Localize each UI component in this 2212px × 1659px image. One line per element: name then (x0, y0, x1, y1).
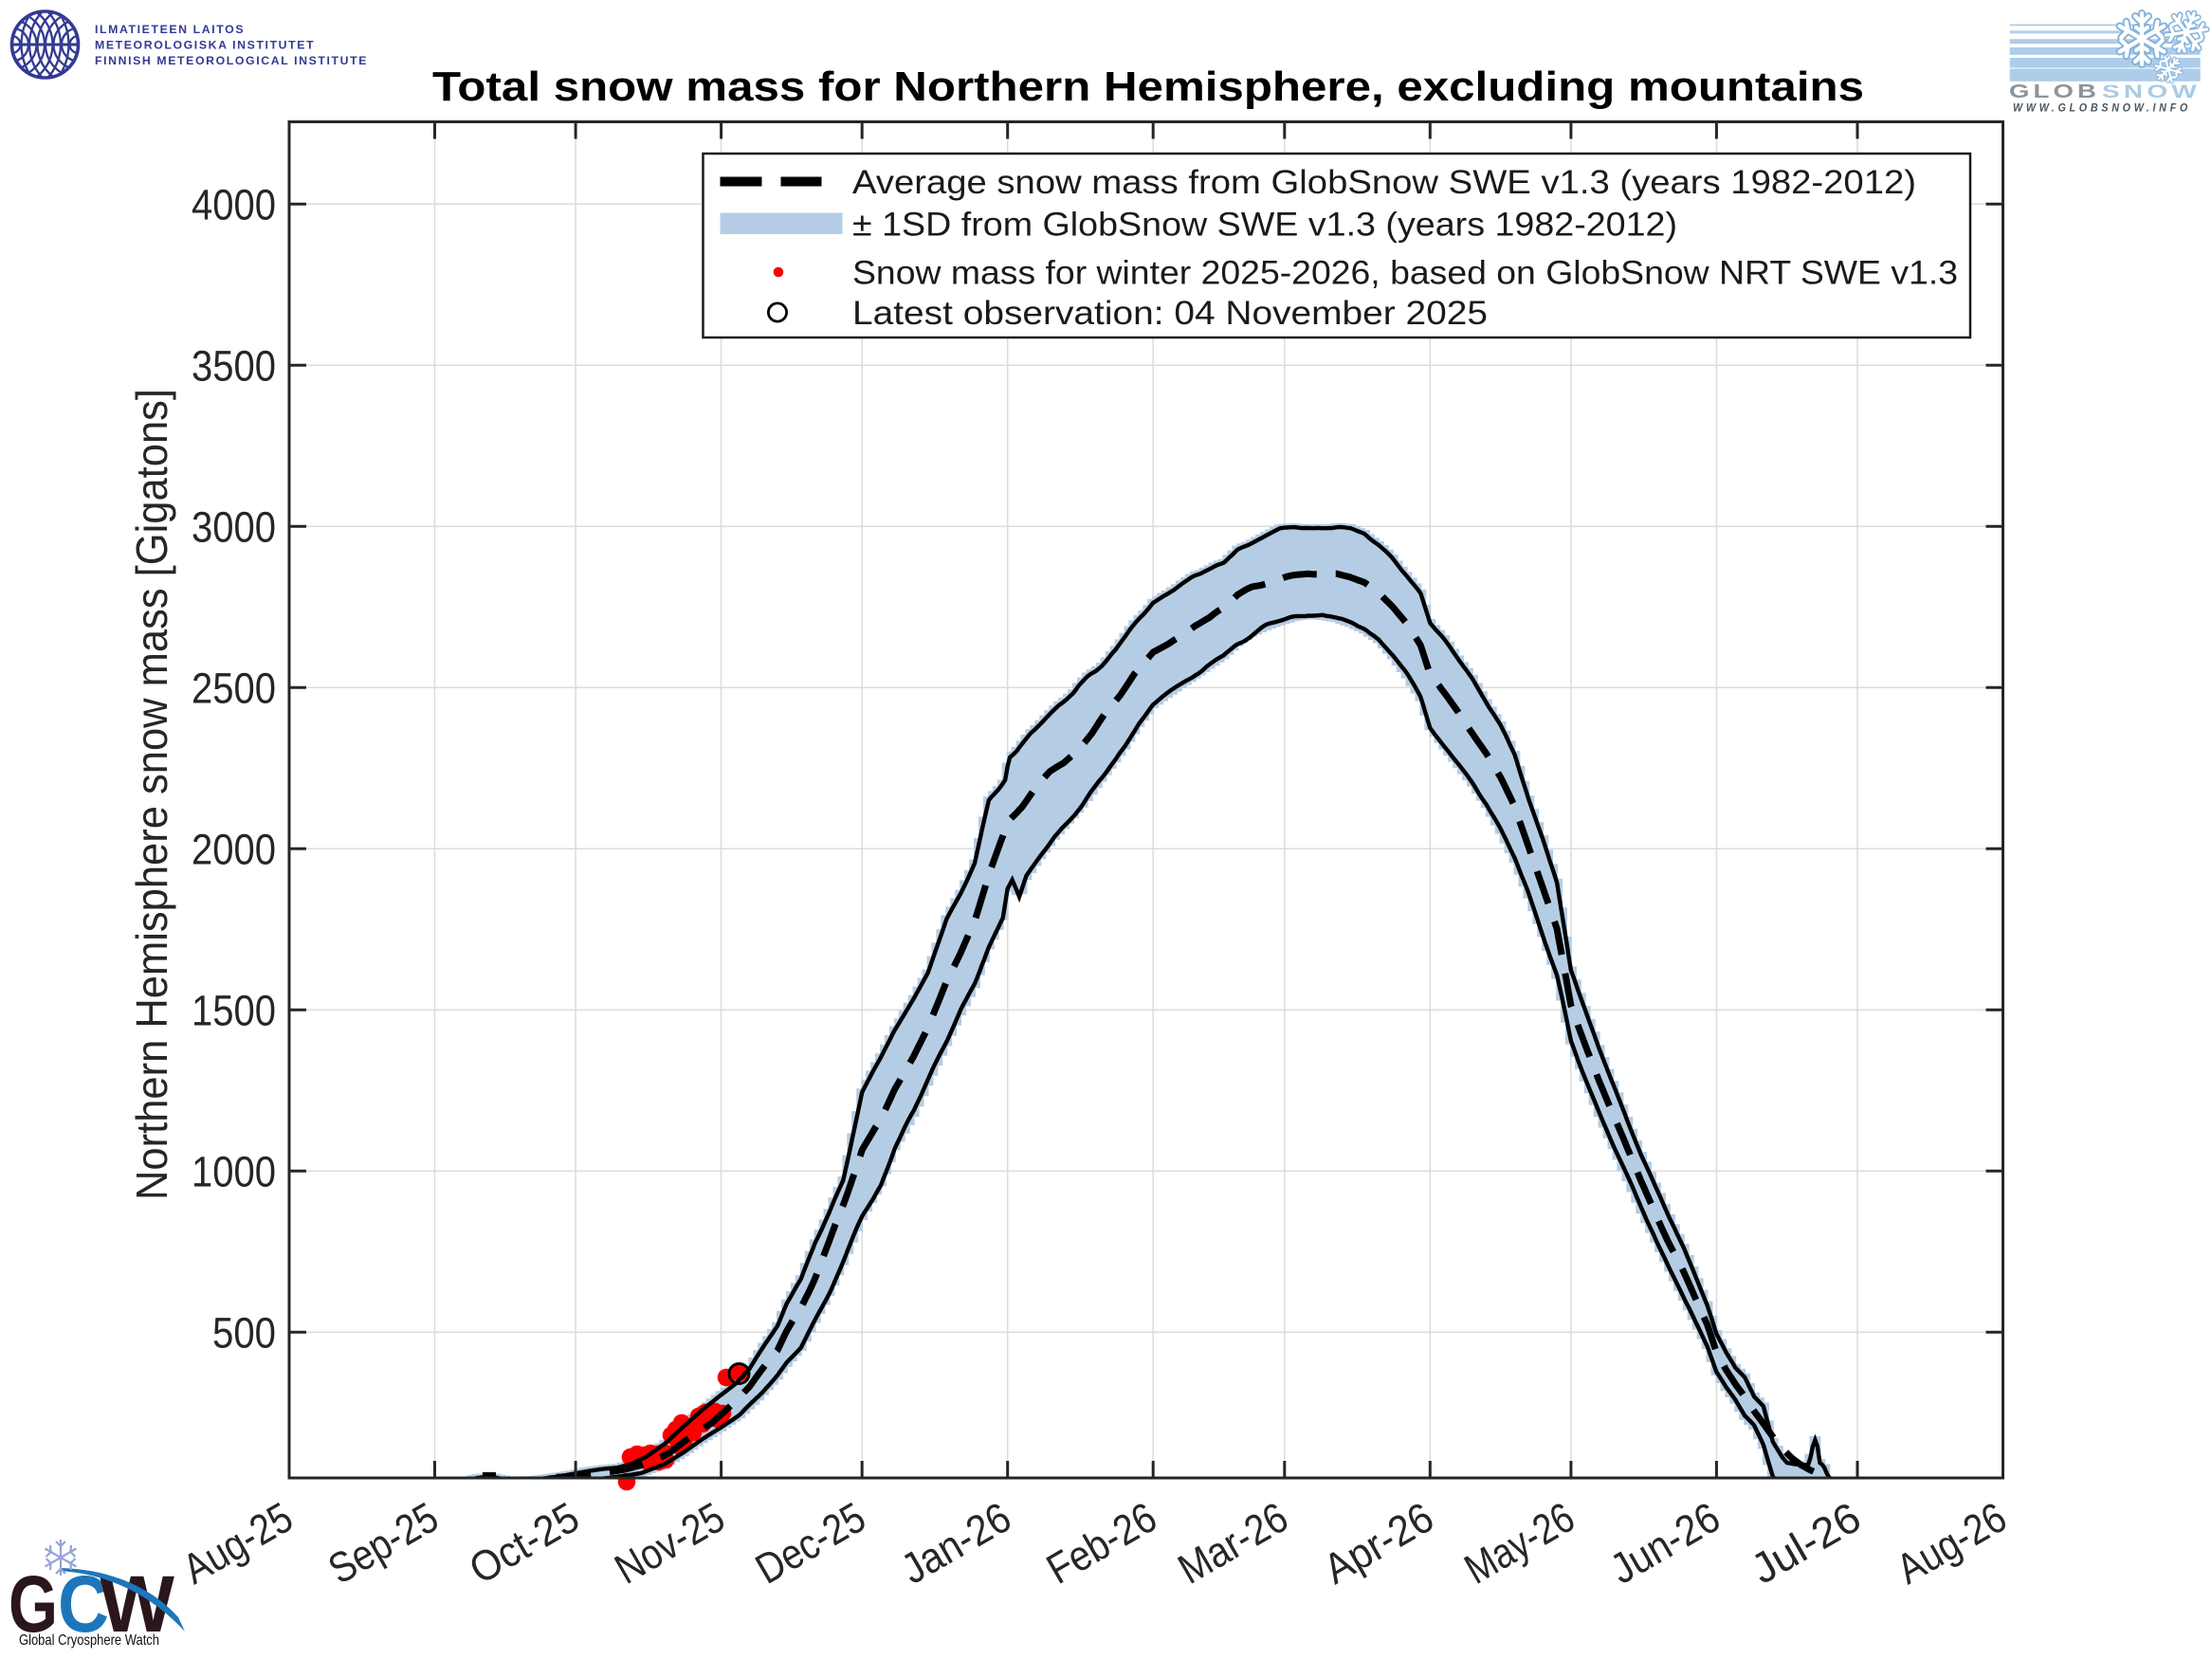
svg-text:Snow mass for winter 2025-2026: Snow mass for winter 2025-2026, based on… (852, 255, 1958, 292)
svg-text:METEOROLOGISKA INSTITUTET: METEOROLOGISKA INSTITUTET (95, 39, 315, 52)
svg-text:ILMATIETEEN LAITOS: ILMATIETEEN LAITOS (95, 23, 245, 36)
svg-text:WWW.GLOBSNOW.INFO: WWW.GLOBSNOW.INFO (2013, 103, 2191, 115)
svg-text:GLOB: GLOB (2009, 82, 2100, 102)
svg-text:Northern Hemisphere snow mass: Northern Hemisphere snow mass [Gigatons] (127, 389, 176, 1200)
svg-text:FINNISH METEOROLOGICAL INSTITU: FINNISH METEOROLOGICAL INSTITUTE (95, 54, 368, 67)
svg-text:3500: 3500 (192, 341, 276, 390)
svg-text:3000: 3000 (192, 502, 276, 551)
svg-text:± 1SD from GlobSnow SWE v1.3 (: ± 1SD from GlobSnow SWE v1.3 (years 1982… (852, 207, 1677, 244)
svg-text:Total snow mass for Northern H: Total snow mass for Northern Hemisphere,… (432, 64, 1864, 110)
svg-text:4000: 4000 (192, 180, 276, 228)
svg-text:2000: 2000 (192, 825, 276, 873)
svg-text:G: G (9, 1559, 58, 1649)
svg-text:Latest observation: 04 Novembe: Latest observation: 04 November 2025 (852, 295, 1488, 332)
svg-text:SNOW: SNOW (2102, 82, 2201, 102)
svg-text:Average snow mass from GlobSno: Average snow mass from GlobSnow SWE v1.3… (852, 164, 1916, 201)
svg-text:1500: 1500 (192, 986, 276, 1034)
svg-text:Global Cryosphere Watch: Global Cryosphere Watch (19, 1632, 159, 1649)
svg-text:2500: 2500 (192, 664, 276, 712)
svg-text:1000: 1000 (192, 1147, 276, 1195)
svg-text:500: 500 (212, 1308, 276, 1357)
